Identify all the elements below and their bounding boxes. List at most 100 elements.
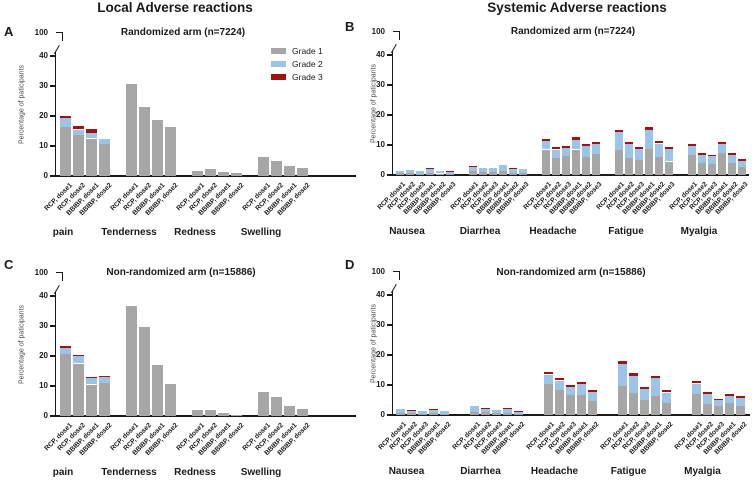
y-axis-tick xyxy=(50,85,55,87)
bar-segment-grade2 xyxy=(519,169,527,173)
bar-segment-grade2 xyxy=(728,154,736,163)
bar-segment-grade1 xyxy=(692,393,701,415)
bar-segment-grade3 xyxy=(655,141,663,144)
bar-segment-grade3 xyxy=(651,376,660,379)
bar-segment-grade2 xyxy=(635,149,643,160)
y-axis-tick xyxy=(50,115,55,117)
axis-break-slash-icon xyxy=(53,285,61,295)
bar-segment-grade3 xyxy=(552,147,560,150)
y-axis-tick-label: 20 xyxy=(376,110,385,119)
legend-row: Grade 3 xyxy=(271,70,323,83)
bar-segment-grade3 xyxy=(407,410,416,411)
panel-letter: B xyxy=(345,19,355,34)
bar-segment-grade1 xyxy=(552,158,560,175)
y-axis-break-label: 100 xyxy=(34,268,48,277)
bar-segment-grade1 xyxy=(284,405,295,416)
category-label: Tenderness xyxy=(101,467,157,478)
legend-swatch-grade1-icon xyxy=(271,47,286,54)
panel-letter: A xyxy=(4,24,14,39)
bar-segment-grade3 xyxy=(582,143,590,147)
bar-segment-grade1 xyxy=(625,158,633,175)
bar-segment-grade1 xyxy=(555,390,564,415)
bar-segment-grade3 xyxy=(645,127,653,130)
bar-segment-grade3 xyxy=(635,147,643,150)
legend-label: Grade 2 xyxy=(292,58,323,69)
bar-segment-grade3 xyxy=(566,385,575,388)
bar-segment-grade3 xyxy=(99,376,110,378)
bar-segment-grade2 xyxy=(86,133,97,139)
y-axis-tick-label: 40 xyxy=(39,51,48,60)
bar-segment-grade1 xyxy=(192,170,203,176)
bar-segment-grade1 xyxy=(665,161,673,175)
bar-segment-grade1 xyxy=(165,383,176,416)
bar-segment-grade1 xyxy=(284,165,295,176)
bar-segment-grade2 xyxy=(562,148,570,157)
y-axis-tick-label: 30 xyxy=(376,80,385,89)
category-label: Fatigue xyxy=(610,466,647,477)
bar-segment-grade1 xyxy=(655,157,663,175)
bar-segment-grade1 xyxy=(258,157,269,176)
bar-segment-grade1 xyxy=(205,410,216,416)
bar-segment-grade2 xyxy=(692,383,701,394)
y-axis-tick-label: 0 xyxy=(380,410,385,419)
y-axis-tick xyxy=(387,354,392,356)
bar-segment-grade3 xyxy=(725,394,734,397)
legend: Grade 1 Grade 2 Grade 3 xyxy=(271,44,323,83)
bar-segment-grade1 xyxy=(651,395,660,415)
bar-segment-grade2 xyxy=(582,146,590,157)
bar-segment-grade3 xyxy=(618,361,627,364)
bar-segment-grade1 xyxy=(572,149,580,175)
bar-segment-grade1 xyxy=(542,149,550,175)
bar-segment-grade3 xyxy=(688,144,696,146)
y-axis-tick-label: 20 xyxy=(39,111,48,120)
y-axis-tick-label: 0 xyxy=(380,170,385,179)
bar-segment-grade1 xyxy=(407,413,416,415)
legend-row: Grade 1 xyxy=(271,44,323,57)
y-axis-break-label: 100 xyxy=(371,27,385,36)
bar-segment-grade1 xyxy=(271,396,282,416)
bar-segment-grade1 xyxy=(738,166,746,175)
bar-segment-grade3 xyxy=(629,373,638,376)
y-axis-tick xyxy=(50,55,55,57)
bar-segment-grade2 xyxy=(555,380,564,391)
y-axis-tick-label: 10 xyxy=(39,381,48,390)
bar-segment-grade1 xyxy=(577,394,586,415)
bar-segment-grade2 xyxy=(703,394,712,404)
bar-segment-grade2 xyxy=(503,408,512,413)
y-axis-tick-label: 20 xyxy=(39,351,48,360)
bar-segment-grade2 xyxy=(708,156,716,165)
y-axis-tick xyxy=(387,324,392,326)
bar-segment-grade2 xyxy=(489,168,497,173)
bar-segment-grade2 xyxy=(429,409,438,413)
bar-segment-grade1 xyxy=(479,172,487,175)
bar-segment-grade1 xyxy=(60,353,71,416)
axis-break-hook-icon xyxy=(393,271,400,273)
y-axis-tick xyxy=(387,174,392,176)
bar-segment-grade2 xyxy=(396,170,404,174)
axis-break-hook-icon xyxy=(61,32,63,41)
y-axis-tick xyxy=(50,385,55,387)
bar-segment-grade2 xyxy=(406,169,414,173)
bar-segment-grade1 xyxy=(446,173,454,175)
category-label: Nausea xyxy=(389,226,425,237)
bar-segment-grade2 xyxy=(60,347,71,354)
bar-segment-grade1 xyxy=(231,414,242,416)
bar-segment-grade2 xyxy=(60,118,71,128)
y-axis-tick xyxy=(50,325,55,327)
category-label: Headache xyxy=(529,226,577,237)
legend-label: Grade 3 xyxy=(292,71,323,82)
bar-segment-grade3 xyxy=(615,129,623,132)
bar-segment-grade3 xyxy=(577,381,586,385)
bar-segment-grade2 xyxy=(655,143,663,158)
y-axis-tick xyxy=(387,114,392,116)
bar-segment-grade1 xyxy=(588,400,597,415)
y-axis-line xyxy=(54,52,56,176)
bar-segment-grade1 xyxy=(566,395,575,415)
bar-segment-grade2 xyxy=(615,131,623,151)
bar-segment-grade1 xyxy=(708,164,716,175)
y-axis-tick xyxy=(387,54,392,56)
bar-segment-grade3 xyxy=(481,407,490,409)
category-label: Diarrhea xyxy=(459,226,501,237)
bar-segment-grade3 xyxy=(73,354,84,356)
bar-segment-grade1 xyxy=(86,138,97,176)
